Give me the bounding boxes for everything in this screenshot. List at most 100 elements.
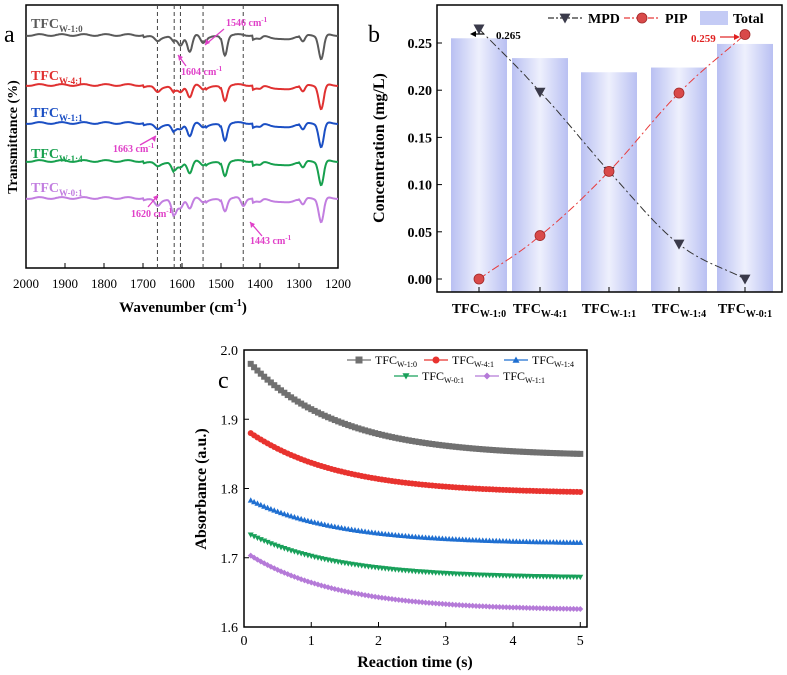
absorbance-x-tick-label: 4 [510, 634, 517, 649]
absorbance-point [510, 448, 517, 455]
absorbance-legend-label: TFCW-0:1 [422, 369, 464, 385]
absorbance-point [261, 373, 268, 380]
absorbance-point [530, 449, 537, 456]
absorbance-point [536, 449, 543, 456]
absorbance-point [442, 442, 449, 449]
absorbance-point [382, 432, 389, 439]
absorbance-point [314, 409, 321, 416]
absorbance-point [570, 605, 577, 612]
absorbance-point [257, 370, 264, 377]
absorbance-point [308, 518, 315, 524]
absorbance-legend-label: TFCW-4:1 [452, 353, 494, 369]
absorbance-point [422, 440, 429, 447]
absorbance-point [314, 520, 321, 526]
absorbance-point [560, 450, 567, 457]
absorbance-point [288, 394, 295, 401]
total-bar [451, 38, 507, 292]
mpd-point [534, 87, 546, 98]
absorbance-point [449, 443, 456, 450]
concentration-x-tick-label: TFCW-4:1 [513, 302, 567, 320]
absorbance-point [422, 599, 429, 606]
absorbance-point [557, 605, 564, 612]
absorbance-point [577, 605, 584, 612]
absorbance-y-tick-label: 1.6 [221, 621, 239, 636]
pip-point [673, 87, 685, 99]
absorbance-point [466, 602, 473, 609]
absorbance-point [271, 507, 278, 513]
absorbance-point [520, 448, 527, 455]
absorbance-point [298, 515, 305, 522]
absorbance-point [513, 448, 520, 455]
absorbance-point [526, 449, 533, 456]
absorbance-y-tick-label: 2.0 [221, 344, 239, 359]
ftir-x-tick-label: 1800 [91, 276, 117, 291]
absorbance-point [284, 392, 291, 399]
absorbance-point [385, 433, 392, 440]
absorbance-point [530, 605, 537, 612]
absorbance-point [412, 598, 419, 605]
absorbance-point [358, 426, 365, 433]
absorbance-point [452, 601, 459, 608]
annotation-arrowhead [250, 222, 255, 228]
absorbance-point [284, 511, 291, 518]
ftir-series-label-W-4:1: TFCW-4:1 [31, 69, 83, 86]
absorbance-series-W-1:1 [247, 552, 584, 612]
absorbance-point [425, 599, 432, 606]
absorbance-point [493, 603, 500, 610]
absorbance-point [318, 520, 325, 527]
absorbance-point [267, 379, 274, 386]
ftir-x-tick-label: 1400 [247, 276, 273, 291]
absorbance-point [298, 400, 305, 407]
absorbance-point [573, 605, 580, 612]
legend-marker [402, 373, 410, 380]
absorbance-point [254, 367, 261, 374]
absorbance-point [402, 597, 409, 604]
absorbance-point [264, 376, 271, 383]
absorbance-point [264, 504, 271, 511]
panel-label-a: a [4, 22, 15, 48]
absorbance-point [442, 601, 449, 608]
mpd-point [473, 24, 485, 35]
annotation-arrowhead [151, 136, 156, 142]
legend-mpd-marker [559, 13, 571, 24]
absorbance-point [335, 418, 342, 425]
absorbance-legend-label: TFCW-1:0 [375, 353, 417, 369]
absorbance-series-W-1:4 [247, 497, 584, 545]
absorbance-point [247, 532, 254, 538]
pip-line [478, 34, 746, 280]
absorbance-point [553, 450, 560, 457]
pip-point [473, 273, 485, 285]
panel-label-b: b [368, 22, 380, 48]
absorbance-point [395, 435, 402, 442]
absorbance-point [375, 431, 382, 438]
wavenumber-annotation: 1604 cm-1 [181, 65, 223, 78]
absorbance-point [247, 497, 254, 503]
ftir-series-label-W-0:1: TFCW-0:1 [31, 181, 83, 198]
absorbance-point [540, 449, 547, 456]
ftir-curve-W-1:1 [25, 121, 338, 149]
absorbance-point [526, 604, 533, 611]
absorbance-point [446, 601, 453, 608]
absorbance-point [503, 604, 510, 611]
absorbance-point [543, 449, 550, 456]
absorbance-point [405, 597, 412, 604]
absorbance-x-tick-label: 5 [577, 634, 584, 649]
legend-pip-label: PIP [665, 12, 688, 27]
wavenumber-annotation: 1620 cm-1 [131, 207, 173, 220]
absorbance-point [469, 602, 476, 609]
ftir-curve-W-4:1 [25, 83, 338, 111]
absorbance-point [489, 447, 496, 454]
absorbance-point [506, 448, 513, 455]
pip-label-arrowhead [734, 34, 740, 40]
absorbance-point [341, 420, 348, 427]
absorbance-point [399, 436, 406, 443]
absorbance-point [469, 445, 476, 452]
absorbance-point [419, 439, 426, 446]
absorbance-point [304, 517, 311, 524]
absorbance-point [254, 535, 261, 542]
absorbance-series-W-0:1 [247, 532, 584, 581]
legend-marker [483, 372, 491, 380]
absorbance-point [429, 441, 436, 448]
concentration-y-tick-label: 0.00 [408, 273, 433, 288]
absorbance-point [563, 450, 570, 457]
